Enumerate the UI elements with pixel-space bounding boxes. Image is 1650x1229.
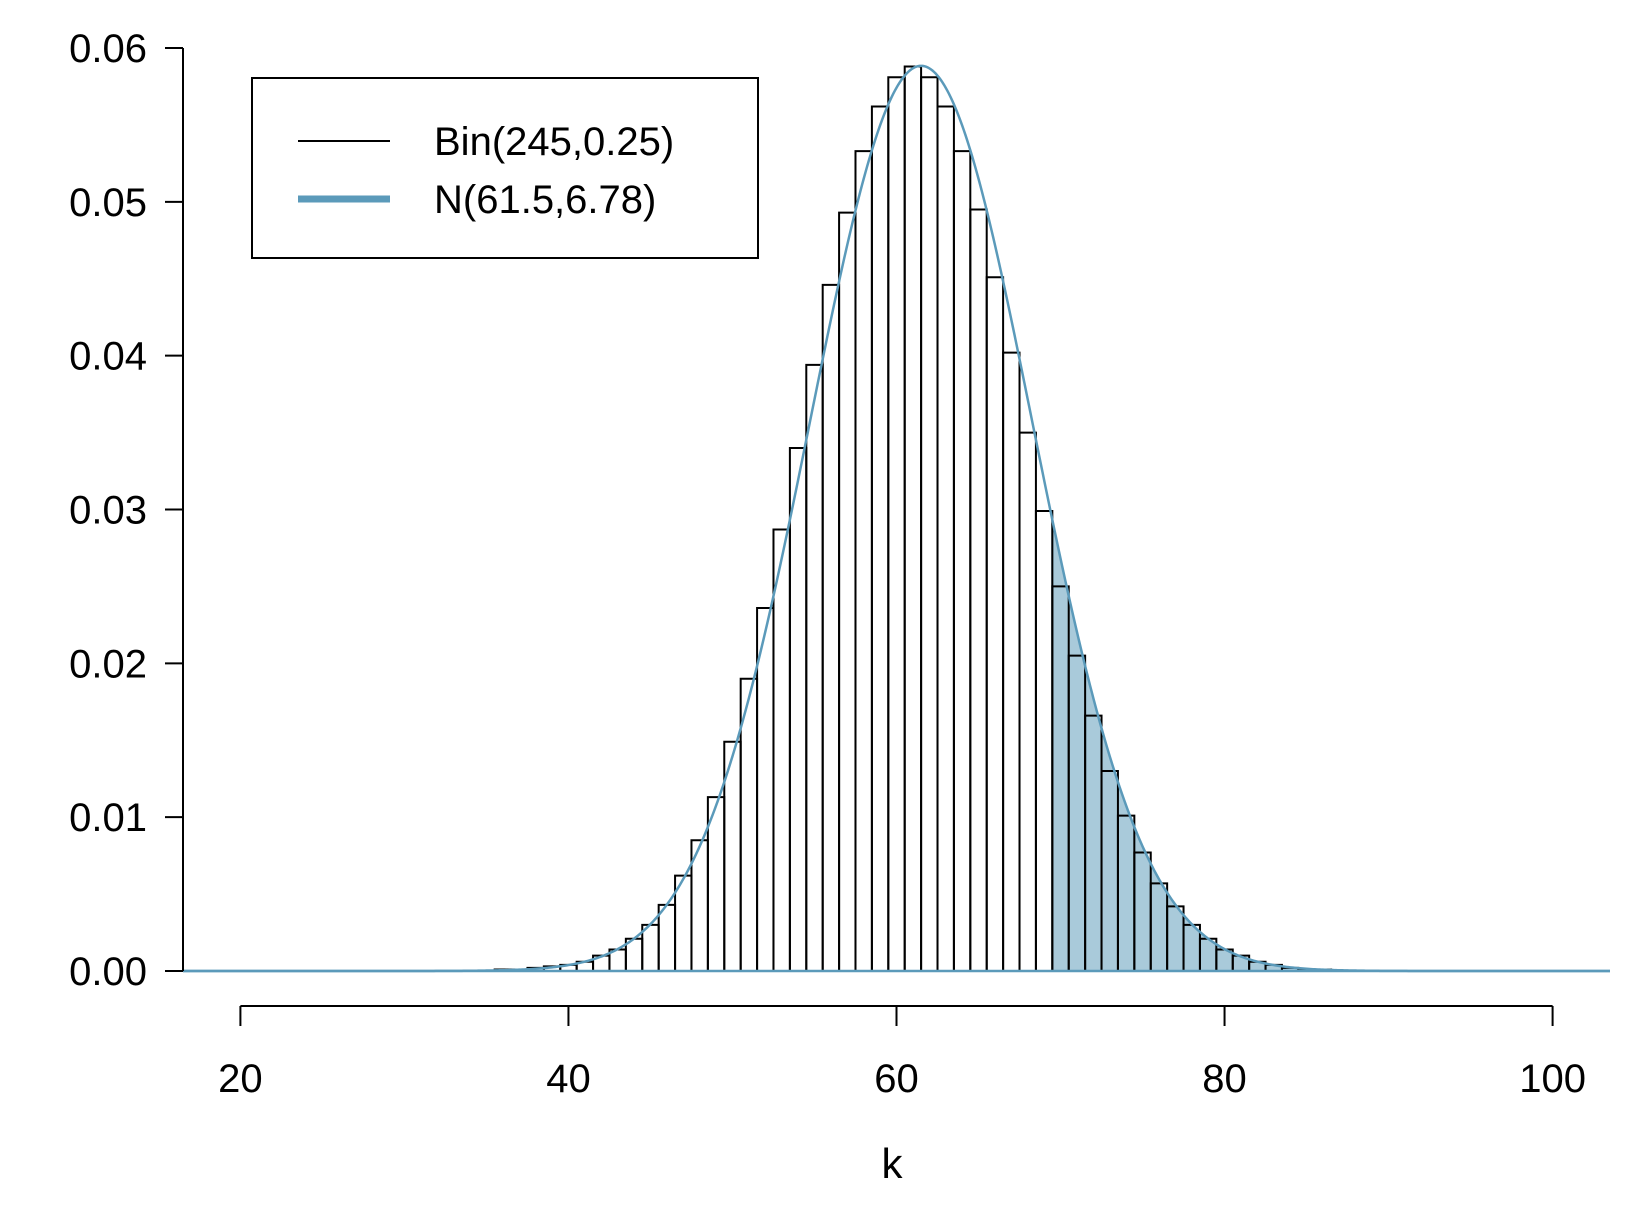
histogram-bar xyxy=(641,923,660,971)
y-tick-label: 0.00 xyxy=(69,950,147,994)
x-tick-label: 80 xyxy=(1202,1057,1247,1101)
y-tick-label: 0.06 xyxy=(69,27,147,71)
y-axis: 0.00 0.01 0.02 0.03 0.04 0.05 0.06 xyxy=(69,27,184,994)
histogram-bar xyxy=(821,283,841,971)
y-tick-label: 0.05 xyxy=(69,181,147,225)
x-tick-label: 60 xyxy=(874,1057,919,1101)
legend: Bin(245,0.25) N(61.5,6.78) xyxy=(251,77,759,259)
x-tick-label: 100 xyxy=(1519,1057,1586,1101)
histogram-bar xyxy=(854,150,873,971)
histogram-bar xyxy=(920,76,939,971)
histogram-bar xyxy=(870,105,890,971)
x-tick-label: 40 xyxy=(546,1057,591,1101)
plot-area xyxy=(183,64,1610,973)
histogram-bar xyxy=(952,150,972,971)
x-axis: 20 40 60 80 100 xyxy=(218,1005,1586,1101)
histogram-bar xyxy=(887,76,906,971)
histogram-bar xyxy=(788,446,808,971)
histogram-bar xyxy=(838,211,857,971)
y-tick-label: 0.02 xyxy=(69,642,147,686)
legend-label-normal: N(61.5,6.78) xyxy=(434,178,656,222)
binomial-step-histogram xyxy=(396,65,1397,972)
histogram-bar xyxy=(1034,510,1054,971)
y-tick-label: 0.04 xyxy=(69,335,147,379)
histogram-bar xyxy=(657,903,677,971)
histogram-bar xyxy=(903,65,923,971)
normal-tail-shaded-area xyxy=(1052,519,1610,971)
histogram-bar xyxy=(1018,431,1037,971)
histogram-bar xyxy=(756,606,775,971)
histogram-bar xyxy=(969,208,988,971)
histogram-bar xyxy=(1002,351,1021,971)
x-tick-label: 20 xyxy=(218,1057,263,1101)
y-tick-label: 0.01 xyxy=(69,796,147,840)
histogram-bar xyxy=(985,276,1005,971)
histogram-bar xyxy=(805,363,824,971)
y-tick-label: 0.03 xyxy=(69,489,147,533)
legend-label-binomial: Bin(245,0.25) xyxy=(434,120,674,164)
histogram-bar xyxy=(772,528,791,971)
histogram-bar xyxy=(936,105,955,971)
normal-density-curve xyxy=(183,64,1610,973)
x-axis-label: k xyxy=(882,1140,904,1187)
legend-box xyxy=(251,77,759,259)
